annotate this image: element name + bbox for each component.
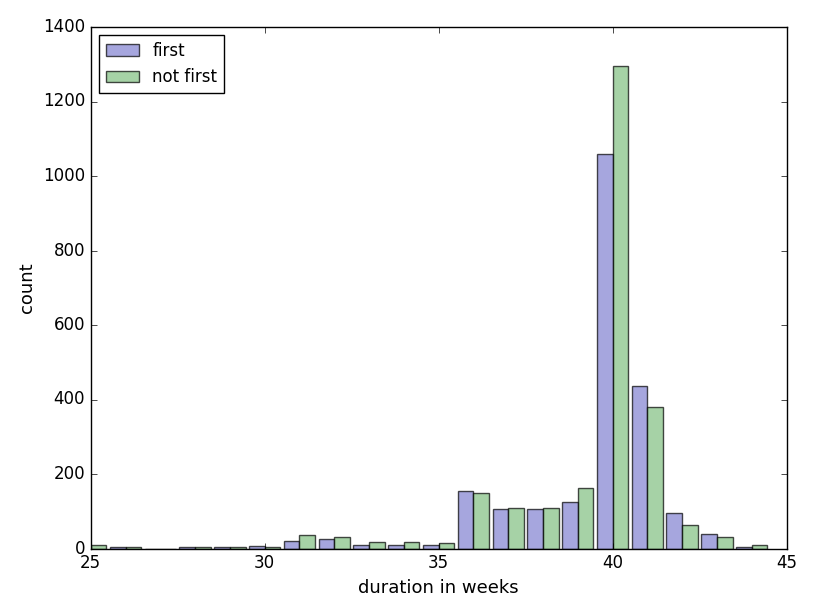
Bar bbox=[438, 543, 454, 549]
Bar bbox=[562, 502, 578, 549]
Bar bbox=[110, 547, 126, 549]
Bar bbox=[75, 546, 90, 549]
Bar bbox=[458, 491, 474, 549]
Bar bbox=[717, 538, 733, 549]
Bar bbox=[474, 493, 489, 549]
Legend: first, not first: first, not first bbox=[99, 35, 224, 93]
Y-axis label: count: count bbox=[18, 263, 36, 313]
Bar bbox=[736, 547, 751, 549]
Bar bbox=[632, 386, 647, 549]
Bar bbox=[299, 536, 315, 549]
Bar bbox=[509, 507, 524, 549]
Bar bbox=[701, 534, 717, 549]
Bar bbox=[527, 509, 543, 549]
Bar bbox=[369, 542, 385, 549]
Bar bbox=[492, 509, 509, 549]
Bar bbox=[423, 545, 438, 549]
Bar bbox=[404, 542, 420, 549]
Bar bbox=[751, 545, 768, 549]
Bar bbox=[388, 545, 404, 549]
Bar bbox=[597, 154, 613, 549]
Bar bbox=[319, 539, 334, 549]
Bar bbox=[682, 525, 698, 549]
Bar bbox=[126, 547, 141, 549]
Bar bbox=[647, 407, 663, 549]
Bar bbox=[90, 545, 107, 549]
Bar bbox=[249, 546, 265, 549]
Bar bbox=[284, 541, 299, 549]
Bar bbox=[354, 545, 369, 549]
Bar bbox=[667, 513, 682, 549]
Bar bbox=[179, 547, 195, 549]
Bar bbox=[543, 507, 558, 549]
X-axis label: duration in weeks: duration in weeks bbox=[359, 579, 519, 597]
Bar bbox=[578, 488, 593, 549]
Bar bbox=[195, 547, 211, 549]
Bar bbox=[334, 538, 350, 549]
Bar bbox=[265, 547, 280, 549]
Bar bbox=[214, 547, 230, 549]
Bar bbox=[230, 547, 245, 549]
Bar bbox=[613, 66, 628, 549]
